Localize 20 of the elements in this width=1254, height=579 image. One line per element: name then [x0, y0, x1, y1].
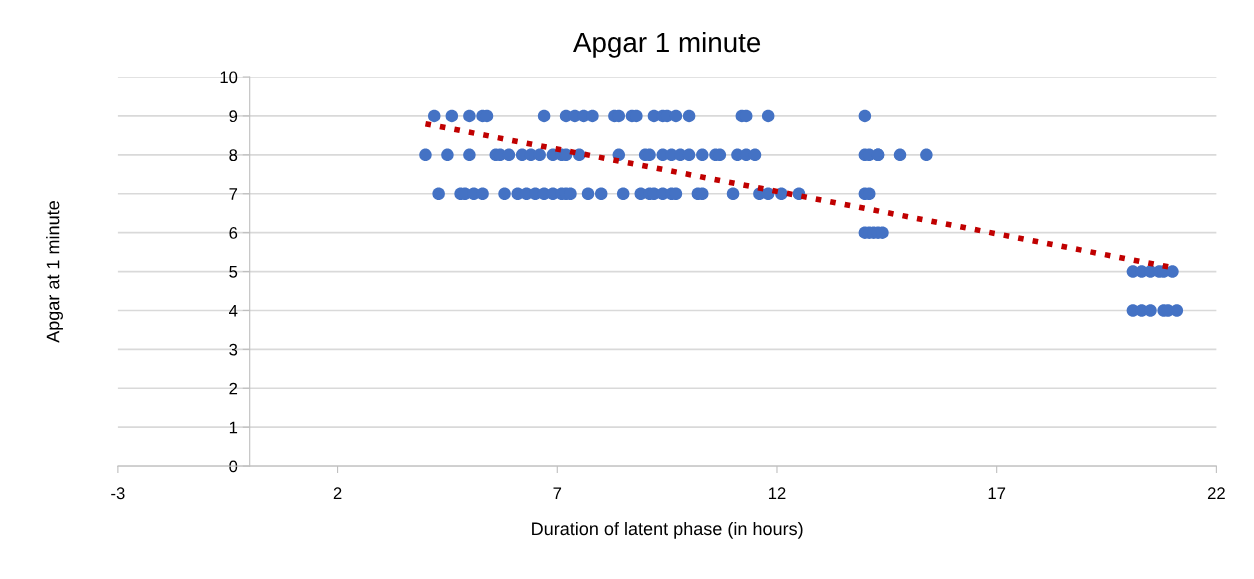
y-tick-label: 4 — [229, 305, 238, 317]
y-tick-label: 5 — [229, 266, 238, 278]
y-tick-label: 9 — [229, 110, 238, 123]
x-tick-label: 22 — [1207, 487, 1225, 500]
chart-title: Apgar 1 minute — [573, 31, 761, 58]
x-tick-label: 17 — [988, 487, 1006, 500]
x-axis-title: Duration of latent phase (in hours) — [532, 521, 803, 539]
x-tick-label: 7 — [553, 487, 562, 500]
y-tick-label: 8 — [229, 149, 238, 162]
x-tick-label: 2 — [333, 487, 342, 500]
x-tick-label: -3 — [111, 487, 125, 500]
y-tick-label: 6 — [229, 227, 238, 239]
y-tick-label: 7 — [229, 188, 238, 200]
y-tick-label: 0 — [229, 460, 238, 473]
y-tick-label: 3 — [229, 343, 238, 356]
x-tick-label: 12 — [768, 487, 786, 500]
y-tick-label: 2 — [229, 382, 238, 395]
y-tick-label: 1 — [229, 421, 238, 434]
y-tick-label: 10 — [220, 71, 238, 84]
y-axis-title: Apgar at 1 minute — [46, 201, 63, 343]
